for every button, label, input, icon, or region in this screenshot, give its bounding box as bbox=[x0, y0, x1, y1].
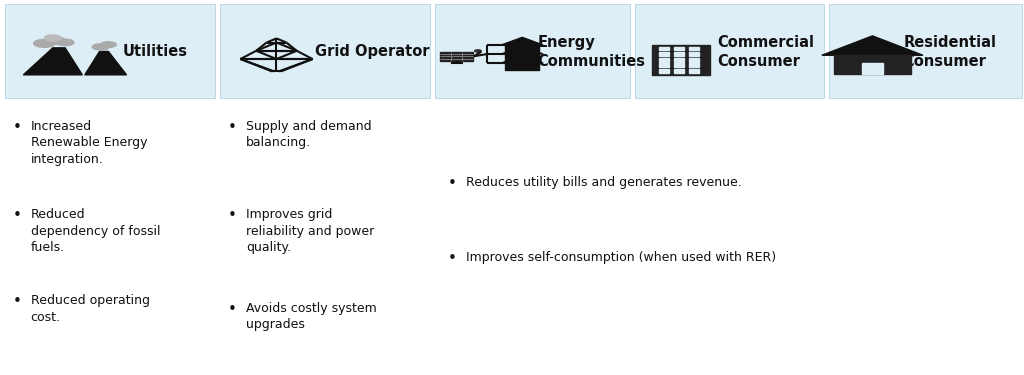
FancyBboxPatch shape bbox=[5, 4, 215, 98]
Bar bbox=[674, 63, 684, 67]
Text: Grid Operator: Grid Operator bbox=[315, 44, 430, 59]
FancyBboxPatch shape bbox=[435, 4, 630, 98]
Text: Improves self-consumption (when used with RER): Improves self-consumption (when used wit… bbox=[466, 251, 776, 264]
Text: •: • bbox=[12, 294, 22, 309]
Bar bbox=[440, 52, 473, 61]
FancyBboxPatch shape bbox=[635, 4, 824, 98]
FancyBboxPatch shape bbox=[829, 4, 1022, 98]
Bar bbox=[674, 69, 684, 73]
Polygon shape bbox=[502, 46, 543, 54]
Text: •: • bbox=[227, 302, 237, 317]
Polygon shape bbox=[502, 38, 543, 45]
Bar bbox=[505, 45, 540, 52]
Bar bbox=[652, 45, 710, 75]
Circle shape bbox=[92, 44, 109, 50]
Polygon shape bbox=[85, 51, 127, 75]
Text: Residential
Consumer: Residential Consumer bbox=[903, 35, 996, 69]
FancyBboxPatch shape bbox=[220, 4, 430, 98]
Bar bbox=[674, 58, 684, 62]
Bar bbox=[505, 54, 540, 61]
Text: Utilities: Utilities bbox=[123, 44, 187, 59]
Bar bbox=[659, 46, 670, 50]
Bar bbox=[659, 58, 670, 62]
Text: •: • bbox=[447, 176, 457, 191]
Circle shape bbox=[45, 37, 66, 44]
Circle shape bbox=[34, 39, 55, 47]
Text: Reduces utility bills and generates revenue.: Reduces utility bills and generates reve… bbox=[466, 176, 741, 189]
Text: Avoids costly system
upgrades: Avoids costly system upgrades bbox=[246, 302, 377, 332]
Bar bbox=[505, 63, 540, 70]
Text: •: • bbox=[447, 251, 457, 266]
Text: Supply and demand
balancing.: Supply and demand balancing. bbox=[246, 120, 372, 150]
Circle shape bbox=[475, 50, 481, 52]
Bar bbox=[862, 63, 883, 74]
Text: •: • bbox=[12, 208, 22, 223]
Bar bbox=[688, 46, 698, 50]
Bar bbox=[688, 52, 698, 56]
Text: Energy
Communities: Energy Communities bbox=[538, 35, 645, 69]
Bar bbox=[659, 69, 670, 73]
Bar bbox=[688, 63, 698, 67]
Text: •: • bbox=[227, 208, 237, 223]
Text: •: • bbox=[12, 120, 22, 135]
Bar bbox=[688, 69, 698, 73]
Polygon shape bbox=[24, 48, 82, 75]
Bar bbox=[659, 63, 670, 67]
Bar bbox=[674, 46, 684, 50]
Text: Improves grid
reliability and power
quality.: Improves grid reliability and power qual… bbox=[246, 208, 374, 254]
Text: •: • bbox=[227, 120, 237, 135]
Polygon shape bbox=[822, 36, 923, 55]
Bar bbox=[688, 58, 698, 62]
Polygon shape bbox=[502, 56, 543, 63]
Bar bbox=[834, 55, 911, 74]
Text: Reduced operating
cost.: Reduced operating cost. bbox=[31, 294, 150, 324]
Bar bbox=[674, 52, 684, 56]
Circle shape bbox=[56, 39, 74, 46]
Text: Increased
Renewable Energy
integration.: Increased Renewable Energy integration. bbox=[31, 120, 147, 166]
Text: Commercial
Consumer: Commercial Consumer bbox=[717, 35, 814, 69]
Circle shape bbox=[44, 35, 61, 41]
Text: Reduced
dependency of fossil
fuels.: Reduced dependency of fossil fuels. bbox=[31, 208, 160, 254]
Bar bbox=[659, 52, 670, 56]
Circle shape bbox=[100, 42, 117, 48]
